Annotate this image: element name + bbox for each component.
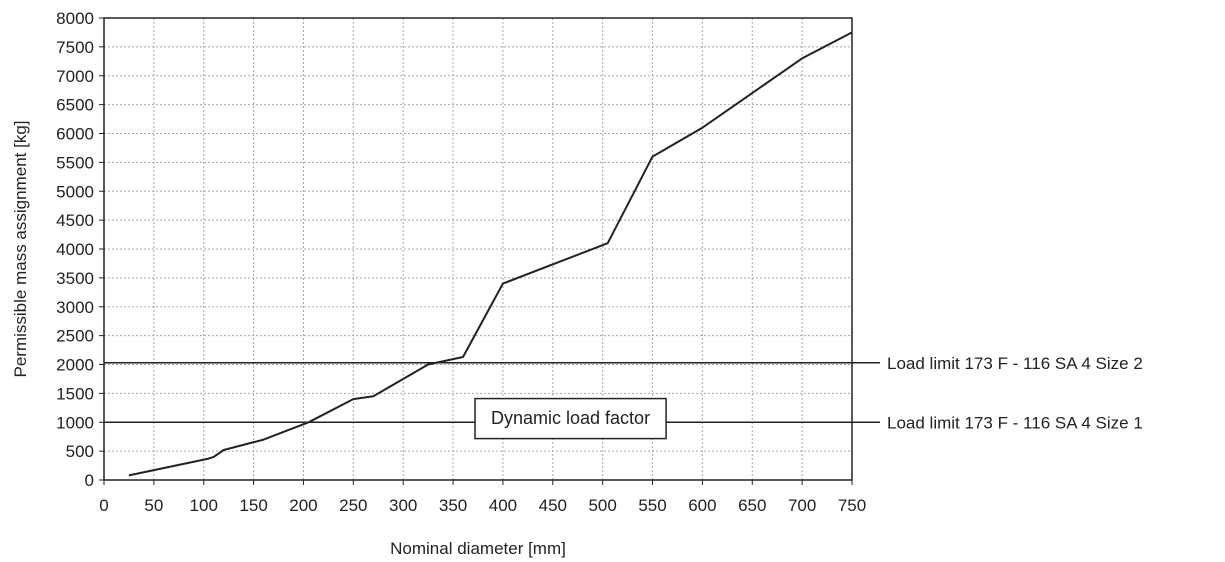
annotations: Dynamic load factor — [474, 397, 667, 440]
y-tick-label: 3000 — [56, 298, 94, 317]
x-tick-label: 50 — [144, 496, 163, 515]
y-tick-label: 6500 — [56, 96, 94, 115]
x-tick-label: 100 — [190, 496, 218, 515]
y-tick-label: 5500 — [56, 153, 94, 172]
reference-lines: Load limit 173 F - 116 SA 4 Size 2 Load l… — [104, 354, 1143, 432]
series — [128, 31, 853, 477]
y-tick-label: 500 — [66, 442, 94, 461]
x-tick-label: 650 — [738, 496, 766, 515]
annotation-text: Dynamic load factor — [491, 408, 650, 428]
y-tick-label: 6000 — [56, 125, 94, 144]
x-tick-label: 250 — [339, 496, 367, 515]
y-tick-label: 1000 — [56, 413, 94, 432]
reference-line-label: Load limit 173 F - 116 SA 4 Size 1 — [887, 413, 1143, 432]
y-tick-label: 5000 — [56, 182, 94, 201]
y-tick-label: 4500 — [56, 211, 94, 230]
y-tick-label: 1500 — [56, 384, 94, 403]
annotation-box — [474, 397, 667, 440]
x-tick-label: 150 — [239, 496, 267, 515]
x-tick-label: 350 — [439, 496, 467, 515]
y-tick-label: 3500 — [56, 269, 94, 288]
y-axis-label: Permissible mass assignment [kg] — [11, 121, 30, 378]
y-tick-label: 2000 — [56, 356, 94, 375]
y-tick-label: 7500 — [56, 38, 94, 57]
y-tick-label: 7000 — [56, 67, 94, 86]
x-tick-label: 450 — [539, 496, 567, 515]
x-tick-label: 400 — [489, 496, 517, 515]
x-tick-label: 550 — [638, 496, 666, 515]
y-tick-label: 0 — [85, 471, 94, 490]
x-tick-label: 700 — [788, 496, 816, 515]
x-tick-label: 200 — [289, 496, 317, 515]
series-line — [128, 31, 853, 477]
reference-line-label: Load limit 173 F - 116 SA 4 Size 2 — [887, 354, 1143, 373]
y-tick-label: 8000 — [56, 9, 94, 28]
x-tick-label: 0 — [99, 496, 108, 515]
x-tick-label: 300 — [389, 496, 417, 515]
x-tick-label: 500 — [588, 496, 616, 515]
y-tick-label: 4000 — [56, 240, 94, 259]
x-tick-label: 600 — [688, 496, 716, 515]
x-tick-label: 750 — [838, 496, 866, 515]
x-axis-label: Nominal diameter [mm] — [390, 539, 566, 558]
y-tick-label: 2500 — [56, 327, 94, 346]
tick-labels: 0500100015002000250030003500400045005000… — [56, 9, 866, 515]
